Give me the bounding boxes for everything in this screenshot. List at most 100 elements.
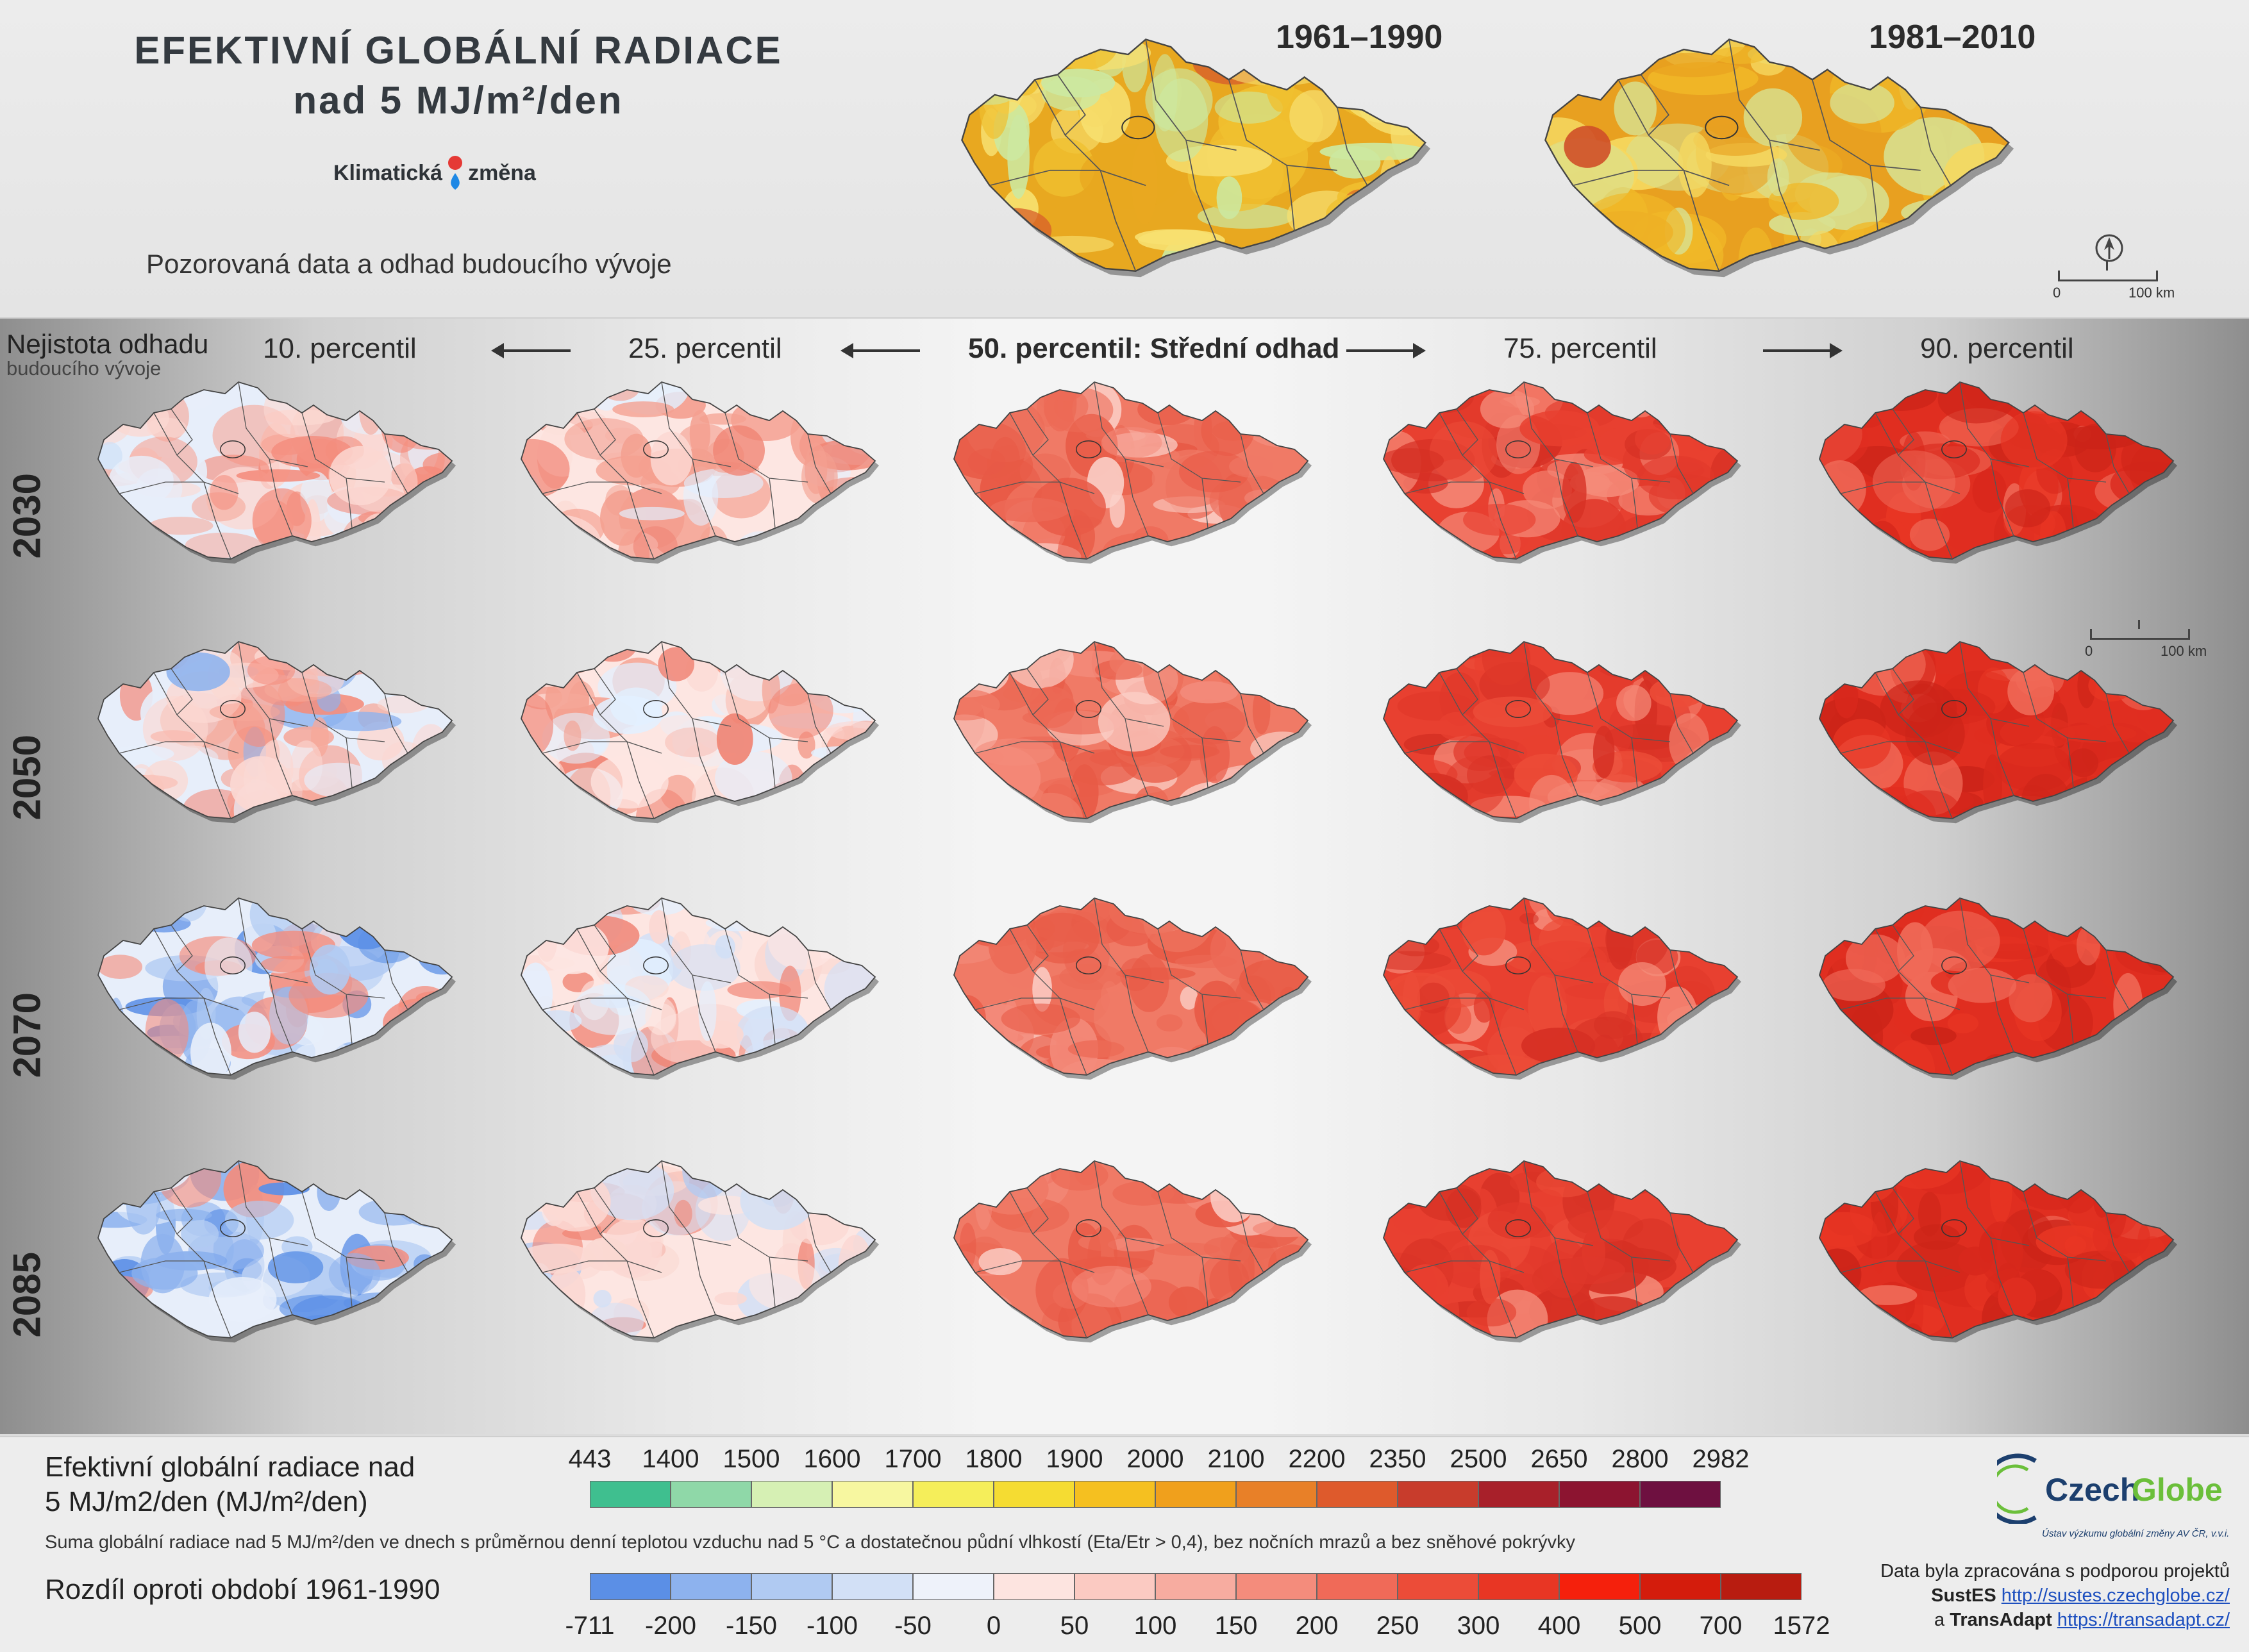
column-header-p75: 75. percentil: [1503, 333, 1657, 364]
difference-legend-title: Rozdíl oproti období 1961-1990: [45, 1574, 440, 1605]
legend-swatch: [1721, 1573, 1802, 1600]
legend-tick-label: 1600: [803, 1445, 861, 1473]
legend-swatch: [1074, 1573, 1155, 1600]
north-arrow-icon: [2095, 234, 2123, 262]
scalebar-start-label: 0: [2053, 285, 2061, 301]
credits-line-1: Data byla zpracována s podporou projektů: [1880, 1561, 2230, 1581]
legend-swatch: [590, 1481, 671, 1508]
project-transadapt: TransAdapt: [1950, 1610, 2052, 1630]
uncertainty-line-2: budoucího vývoje: [6, 357, 162, 380]
legend-tick-label: 400: [1537, 1612, 1581, 1640]
period-label-1961-1990: 1961–1990: [1276, 19, 1443, 56]
page-title: EFEKTIVNÍ GLOBÁLNÍ RADIACE nad 5 MJ/m²/d…: [96, 26, 821, 126]
map-2070-p10: [97, 897, 456, 1080]
map-2050-p75: [1383, 640, 1741, 824]
legend-swatch: [1155, 1481, 1236, 1508]
legend-tick-label: 2500: [1450, 1445, 1507, 1473]
map-2085-p90: [1819, 1160, 2177, 1343]
header-panel: EFEKTIVNÍ GLOBÁLNÍ RADIACE nad 5 MJ/m²/d…: [0, 0, 2249, 319]
legend-swatch: [832, 1481, 913, 1508]
absolute-legend-title-line-2: 5 MJ/m2/den (MJ/m²/den): [45, 1486, 368, 1517]
map-2070-p90: [1819, 897, 2177, 1080]
row-label-2030: 2030: [5, 473, 49, 559]
projection-grid: Nejistota odhadu budoucího vývoje 10. pe…: [0, 319, 2249, 1434]
difference-legend-swatches: [590, 1573, 1802, 1600]
column-header-p10: 10. percentil: [263, 333, 417, 364]
legend-swatch: [1640, 1573, 1721, 1600]
legend-tick-label: 1700: [884, 1445, 942, 1473]
logo-globe-text: Globe: [2132, 1472, 2223, 1508]
map-2085-p10: [97, 1160, 456, 1343]
legend-swatch: [1559, 1481, 1640, 1508]
arrow-right-icon: [1346, 343, 1426, 358]
map-2050-p25: [521, 640, 879, 824]
grid-scalebar-end-label: 100 km: [2161, 643, 2207, 659]
legend-tick-label: 443: [568, 1445, 612, 1473]
scalebar-end-label: 100 km: [2128, 285, 2175, 301]
legend-tick-label: 1900: [1046, 1445, 1103, 1473]
transadapt-link[interactable]: https://transadapt.cz/: [2057, 1610, 2230, 1630]
map-2030-p90: [1819, 381, 2177, 564]
title-line-2: nad 5 MJ/m²/den: [293, 79, 624, 122]
legend-swatch: [1398, 1481, 1478, 1508]
legend-tick-label: -100: [806, 1612, 858, 1640]
logo-subtitle: Ústav výzkumu globální změny AV ČR, v.v.…: [2042, 1528, 2230, 1539]
legend-swatch: [913, 1573, 994, 1600]
logo-czech-text: Czech: [2045, 1472, 2139, 1508]
legend-swatch: [1398, 1573, 1478, 1600]
legend-swatch: [1559, 1573, 1640, 1600]
credits: Data byla zpracována s podporou projektů…: [1880, 1559, 2230, 1632]
map-2070-p75: [1383, 897, 1741, 1080]
map-2085-p50: [953, 1160, 1312, 1343]
legend-swatch: [671, 1481, 751, 1508]
page-subtitle: Pozorovaná data a odhad budoucího vývoje: [146, 249, 672, 279]
legend-swatch: [994, 1573, 1074, 1600]
brand-left-text: Klimatická: [333, 160, 443, 185]
legend-swatch: [671, 1573, 751, 1600]
row-label-2070: 2070: [5, 992, 49, 1078]
map-observed-1981-2010: [1544, 38, 2014, 278]
legend-tick-label: 2000: [1126, 1445, 1184, 1473]
legend-tick-label: 1400: [642, 1445, 699, 1473]
legend-tick-label: -150: [725, 1612, 778, 1640]
legend-swatch: [590, 1573, 671, 1600]
map-2030-p50: [953, 381, 1312, 564]
brand-right-text: změna: [468, 160, 536, 185]
map-2050-p90: [1819, 640, 2177, 824]
uncertainty-label: Nejistota odhadu budoucího vývoje: [6, 330, 208, 380]
legend-swatch: [1155, 1573, 1236, 1600]
legend-tick-label: 200: [1295, 1612, 1339, 1640]
map-2050-p10: [97, 640, 456, 824]
period-label-1981-2010: 1981–2010: [1869, 19, 2036, 56]
thermometer-drop-icon: [448, 156, 463, 190]
map-2070-p50: [953, 897, 1312, 1080]
sustes-link[interactable]: http://sustes.czechglobe.cz/: [2001, 1585, 2230, 1606]
absolute-legend-title-line-1: Efektivní globální radiace nad: [45, 1451, 415, 1483]
legend-swatch: [1478, 1573, 1559, 1600]
legend-note: Suma globální radiace nad 5 MJ/m²/den ve…: [45, 1532, 1575, 1553]
uncertainty-line-1: Nejistota odhadu: [6, 329, 209, 359]
legend-tick-label: -50: [894, 1612, 932, 1640]
legend-panel: Efektivní globální radiace nad 5 MJ/m2/d…: [0, 1436, 2249, 1652]
legend-tick-label: -711: [565, 1612, 615, 1640]
legend-swatch: [1640, 1481, 1721, 1508]
row-label-2085: 2085: [5, 1252, 49, 1338]
title-line-1: EFEKTIVNÍ GLOBÁLNÍ RADIACE: [134, 29, 783, 72]
map-observed-1961-1990: [961, 38, 1431, 278]
legend-tick-label: 500: [1618, 1612, 1662, 1640]
klimaticka-zmena-brand: Klimatická změna: [333, 154, 536, 192]
legend-tick-label: 100: [1133, 1612, 1177, 1640]
legend-tick-label: 250: [1376, 1612, 1419, 1640]
legend-tick-label: 700: [1699, 1612, 1743, 1640]
grid-scalebar-start-label: 0: [2085, 643, 2093, 659]
legend-tick-label: 1500: [723, 1445, 780, 1473]
legend-swatch: [1317, 1573, 1398, 1600]
legend-swatch: [832, 1573, 913, 1600]
legend-tick-label: 150: [1214, 1612, 1258, 1640]
arrow-left-icon: [491, 343, 571, 358]
absolute-legend-swatches: [590, 1481, 1721, 1508]
map-2085-p75: [1383, 1160, 1741, 1343]
row-label-2050: 2050: [5, 735, 49, 821]
legend-swatch: [1478, 1481, 1559, 1508]
arrow-right-icon: [1763, 343, 1843, 358]
